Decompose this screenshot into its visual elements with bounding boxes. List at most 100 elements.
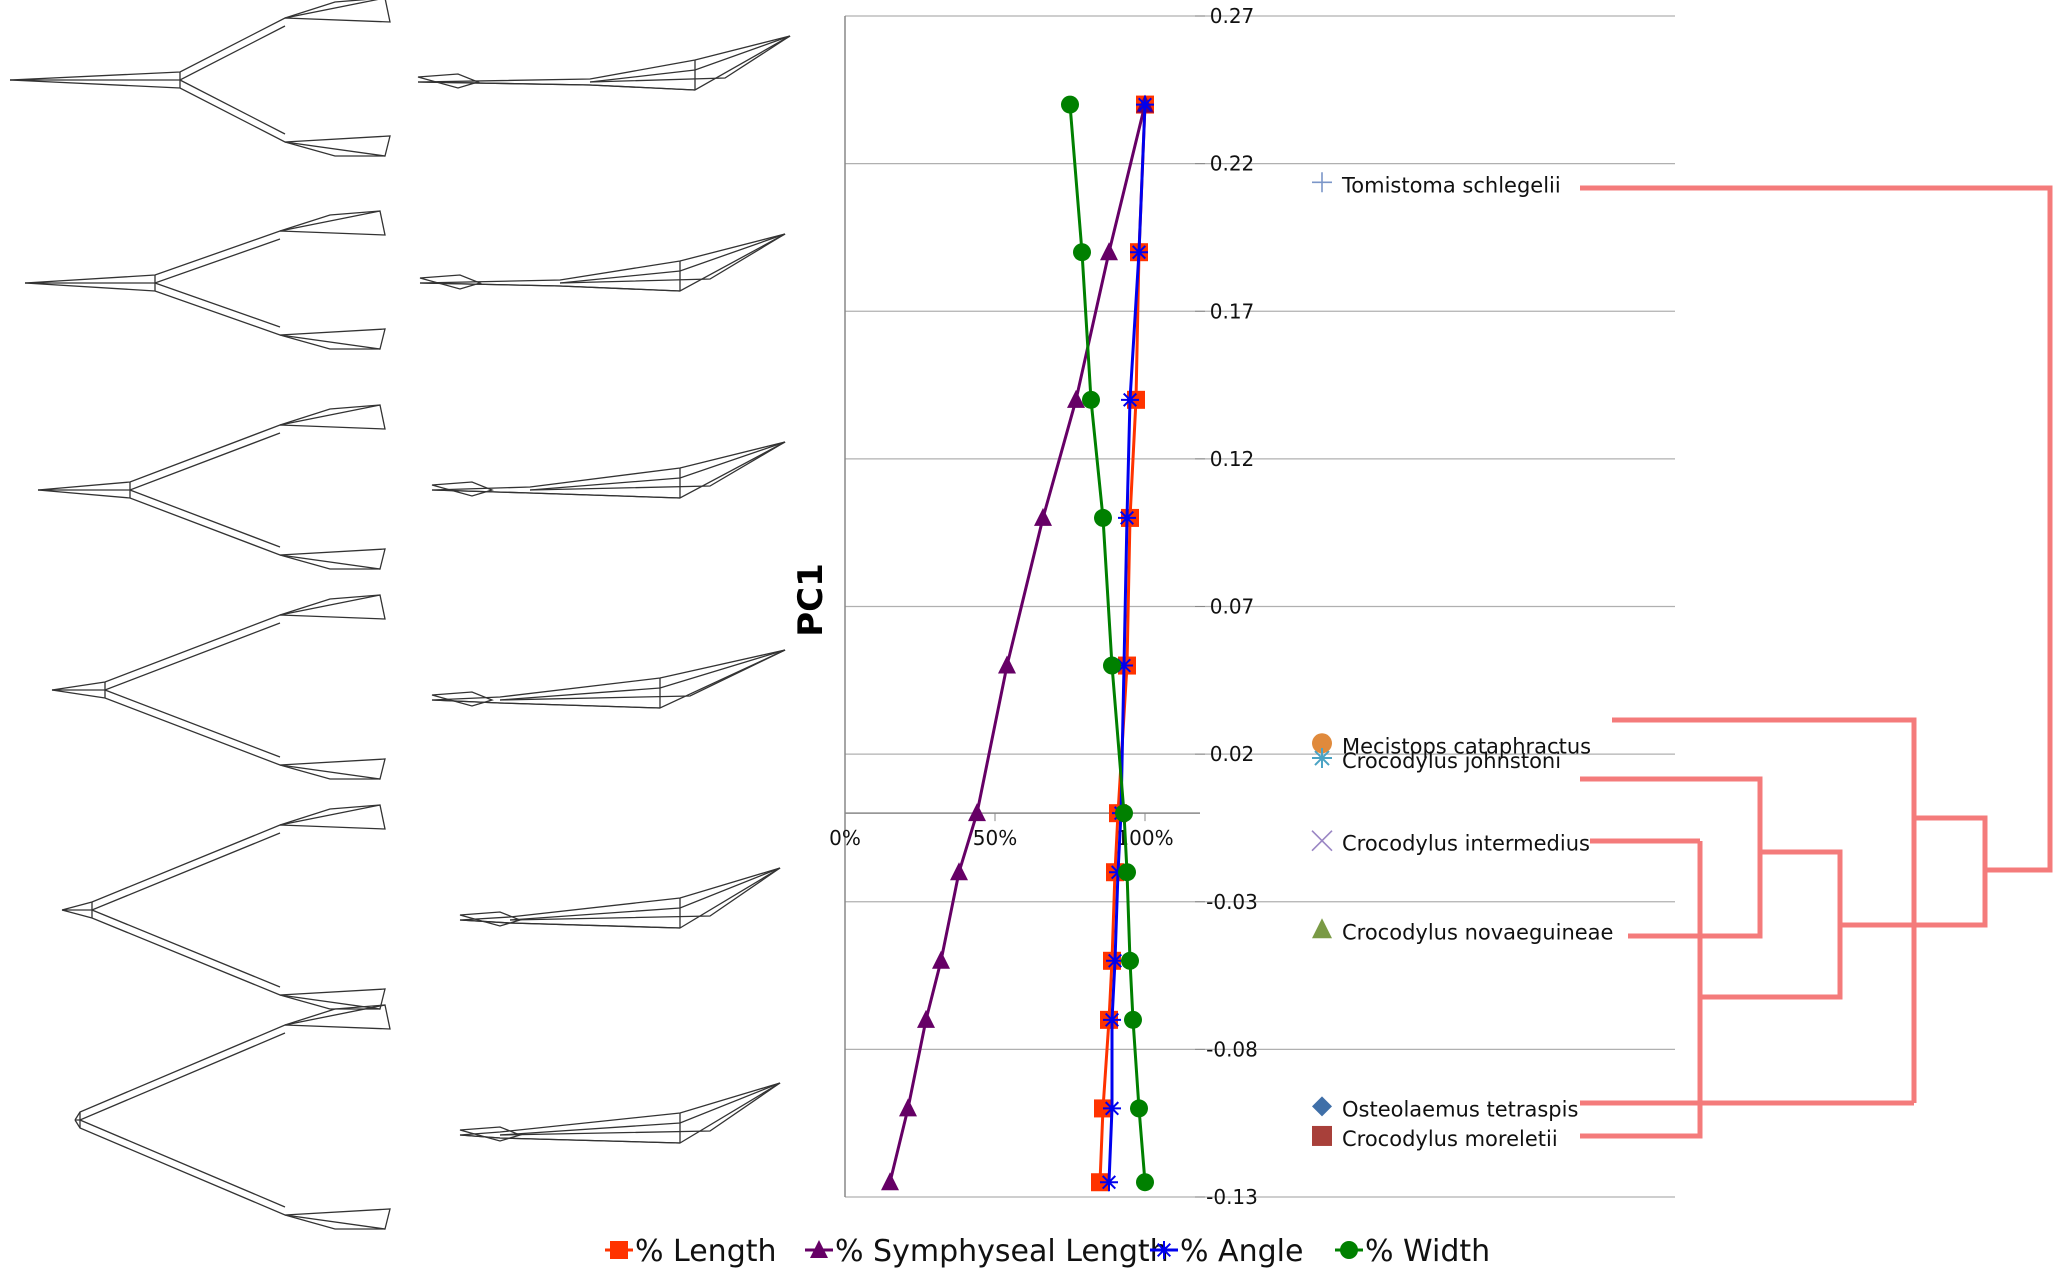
species-marker: [1312, 918, 1332, 939]
wireframe-line: [431, 481, 494, 497]
data-point: [1118, 863, 1136, 882]
data-point: [917, 1009, 935, 1028]
wireframe-line: [417, 73, 480, 89]
species-label: Crocodylus intermedius: [1342, 832, 1590, 856]
wireframe-line: [431, 691, 494, 707]
y-axis-title: PC1: [791, 563, 831, 637]
wireframe-line: [279, 404, 381, 426]
data-point: [1100, 1173, 1118, 1192]
wireframe-line: [417, 81, 696, 91]
wireframe-line: [279, 594, 381, 616]
wireframe-line: [154, 282, 281, 328]
species-label: Crocodylus johnstoni: [1342, 749, 1561, 773]
legend-label: % Width: [1365, 1234, 1490, 1269]
y-tick-label: 0.12: [1210, 447, 1255, 471]
wireframe-line: [589, 35, 791, 83]
wireframe-line: [589, 35, 791, 83]
species-marker: [1312, 1096, 1332, 1117]
tree-branch: [1580, 841, 1703, 1139]
wireframe-line: [279, 554, 380, 570]
legend-marker: [1155, 1241, 1173, 1259]
species-label: Crocodylus novaeguineae: [1342, 920, 1613, 944]
wireframe-line: [419, 282, 681, 292]
y-tick-label: -0.13: [1206, 1185, 1258, 1209]
wireframe-line: [431, 649, 786, 709]
data-point: [1136, 95, 1154, 114]
wireframe-line: [74, 1119, 391, 1230]
data-point: [1130, 243, 1148, 262]
tree-branch: [1580, 776, 1763, 939]
wireframe-line: [61, 804, 386, 911]
wireframe-line: [284, 0, 369, 19]
phylogeny-tree: [1580, 185, 2053, 1139]
wireframe-line: [24, 282, 386, 350]
x-tick-label: 50%: [973, 826, 1017, 850]
wireframe-line: [10, 25, 286, 81]
y-tick-label: 0.22: [1210, 152, 1255, 176]
legend: % Length % Symphyseal Length % Angle % Widt…: [605, 1234, 1490, 1269]
wireframe-line: [279, 334, 380, 350]
wireframe-line: [51, 594, 386, 691]
wireframe-line: [284, 1214, 385, 1230]
wireframe-line: [9, 0, 391, 81]
data-point: [1094, 508, 1112, 527]
data-point: [1103, 1099, 1121, 1118]
y-tick-labels: 0.27 0.22 0.17 0.12 0.07 0.02 -0.03 -0.08 -0.13: [1206, 4, 1258, 1209]
wireframe-line: [284, 141, 385, 157]
species-labels: Tomistoma schlegelii Mecistops cataphract…: [1311, 172, 1613, 1151]
wireframe-line: [91, 909, 281, 988]
data-point: [1121, 390, 1139, 409]
species-marker: [1312, 733, 1332, 754]
legend-item: % Width: [1335, 1234, 1490, 1269]
y-tick-label: 0.17: [1210, 299, 1255, 323]
legend-marker: [610, 1241, 628, 1259]
species-label: Mecistops cataphractus: [1342, 734, 1591, 758]
data-point: [1106, 951, 1124, 970]
wireframe-line: [25, 238, 281, 284]
data-point: [932, 950, 950, 969]
tree-branch: [1580, 185, 2053, 873]
wireframe-line: [284, 1004, 386, 1026]
data-point: [1121, 951, 1139, 970]
wireframe-line: [279, 210, 381, 232]
data-point: [1115, 804, 1133, 823]
wireframe-line: [37, 489, 386, 570]
legend-label: % Angle: [1180, 1234, 1303, 1269]
legend-item: % Angle: [1150, 1234, 1303, 1269]
wireframe-line: [529, 441, 786, 491]
data-point: [1067, 389, 1085, 408]
wireframe-line: [62, 832, 281, 911]
wireframe-line: [509, 867, 781, 921]
series-lines: [881, 94, 1154, 1192]
legend-item: % Symphyseal Length: [805, 1234, 1169, 1269]
wireframe-line: [431, 489, 681, 499]
data-point: [1073, 243, 1091, 262]
wireframe-line: [179, 79, 286, 135]
wireframe-line: [459, 1134, 681, 1144]
data-point: [1118, 508, 1136, 527]
species-label: Tomistoma schlegelii: [1341, 173, 1561, 197]
wireframe-line: [499, 1082, 781, 1136]
wireframe-line: [38, 432, 281, 491]
wireframe-line: [24, 210, 386, 284]
y-tick-label: 0.27: [1210, 4, 1255, 28]
data-point: [1061, 95, 1079, 114]
wireframe-line: [431, 441, 786, 499]
data-point: [1103, 656, 1121, 675]
data-point: [968, 803, 986, 822]
data-point: [1034, 507, 1052, 526]
legend-marker: [810, 1240, 828, 1258]
wireframe-line: [279, 804, 381, 826]
wireframe-line: [104, 689, 281, 758]
data-point: [1124, 1010, 1142, 1029]
wireframe-line: [419, 274, 482, 290]
data-point: [1082, 390, 1100, 409]
legend-label: % Symphyseal Length: [835, 1234, 1169, 1269]
species-marker: [1312, 1125, 1332, 1146]
species-marker: [1311, 830, 1333, 852]
wireframe-line: [9, 79, 391, 157]
data-point: [1130, 1099, 1148, 1118]
tree-branch: [1612, 717, 1917, 1103]
legend-label: % Length: [635, 1234, 777, 1269]
